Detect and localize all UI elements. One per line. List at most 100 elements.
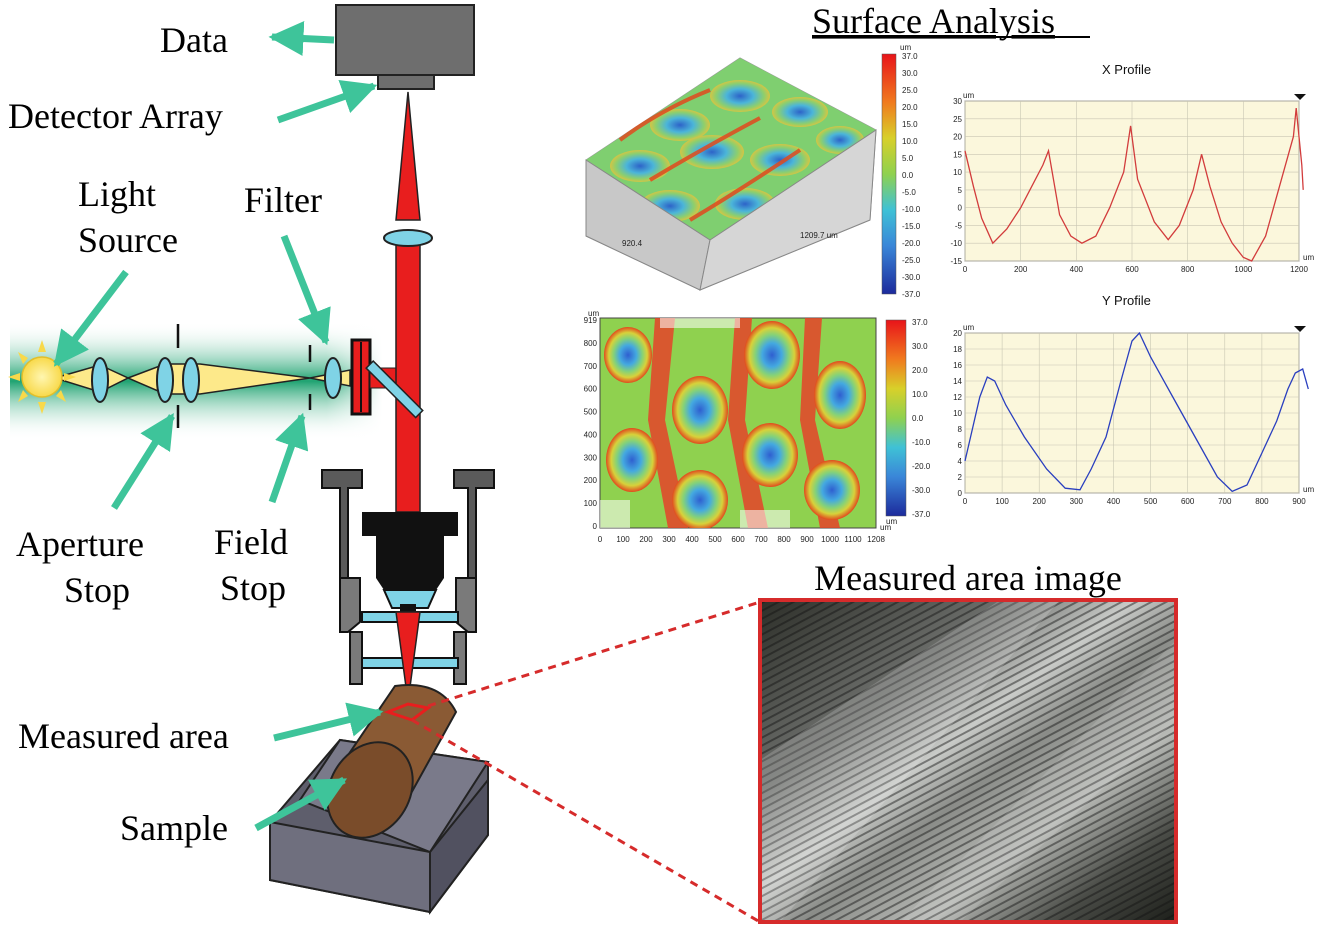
beam-splitter (365, 359, 424, 419)
arrow-filter (280, 234, 331, 346)
measured-area-image-title: Measured area image (814, 558, 1122, 598)
contour-y-unit: um (588, 309, 599, 318)
x-profile-y-tick: 15 (953, 150, 962, 159)
surface-3d-plot: 920.4 1209.7 um (585, 57, 877, 291)
label-measured-area: Measured area (18, 716, 229, 756)
contour-x-tick: 200 (639, 535, 653, 544)
zoom-line-bottom (411, 718, 761, 924)
contour-y-tick: 600 (584, 385, 598, 394)
y-profile-x-tick: 700 (1218, 497, 1232, 506)
label-arrows (53, 21, 384, 832)
contour-y-tick: 100 (584, 499, 598, 508)
y-profile-x-tick: 900 (1292, 497, 1306, 506)
x-profile-y-tick: 5 (958, 186, 963, 195)
y-profile-x-tick: 200 (1033, 497, 1047, 506)
x-profile-y-tick: -5 (955, 221, 963, 230)
x-profile-y-ticks: 30 25 20 15 10 5 0 -5 -10 -15 (950, 97, 962, 266)
x-profile-x-ticks: 0 200 400 600 800 1000 1200 (963, 265, 1309, 274)
tube-lens (383, 229, 433, 247)
label-data: Data (160, 20, 228, 60)
arrow-aperture (111, 413, 175, 510)
contour-y-tick: 500 (584, 408, 598, 417)
colorbar-3d-tick: -30.0 (902, 273, 921, 282)
y-profile-y-tick: 14 (953, 377, 962, 386)
red-beam-vertical (395, 239, 421, 513)
measured-area-marker (383, 702, 432, 722)
detector-array (377, 74, 435, 90)
arrow-field (268, 412, 309, 504)
y-profile-y-tick: 4 (958, 457, 963, 466)
y-profile-y-unit: um (963, 323, 974, 332)
colorbar-map-ticks: 37.0 30.0 20.0 10.0 0.0 -10.0 -20.0 -30.0 -37.0 (912, 318, 931, 519)
y-profile-y-tick: 20 (953, 329, 962, 338)
label-sample: Sample (120, 808, 228, 848)
contour-y-tick: 700 (584, 362, 598, 371)
label-filter: Filter (244, 180, 322, 220)
y-profile-marker-icon (1294, 326, 1306, 332)
contour-x-tick: 1000 (821, 535, 839, 544)
colorbar-3d-tick: -20.0 (902, 239, 921, 248)
x-profile-x-tick: 0 (963, 265, 968, 274)
colorbar-map-tick: 0.0 (912, 414, 924, 423)
arrow-detector (276, 80, 378, 124)
contour-y-tick: 400 (584, 430, 598, 439)
colorbar-3d-tick: 20.0 (902, 103, 918, 112)
x-profile-x-tick: 1000 (1234, 265, 1252, 274)
arrow-sample (254, 776, 348, 832)
camera-body (335, 4, 475, 76)
x-profile-x-tick: 800 (1181, 265, 1195, 274)
contour-x-tick: 400 (685, 535, 699, 544)
x-profile-y-tick: 0 (958, 204, 963, 213)
colorbar-3d-tick: 10.0 (902, 137, 918, 146)
x-profile-y-unit: um (963, 91, 974, 100)
x-profile-x-tick: 1200 (1290, 265, 1308, 274)
x-profile-y-tick: 20 (953, 133, 962, 142)
colorbar-3d-unit: um (900, 43, 911, 52)
contour-x-tick: 900 (800, 535, 814, 544)
measured-area-photo (758, 598, 1178, 924)
contour-y-tick: 919 (584, 316, 598, 325)
y-profile-x-ticks: 0 100 200 300 400 500 600 700 800 900 (963, 497, 1306, 506)
label-aperture-stop-1: Aperture (16, 524, 144, 564)
colorbar-3d-tick: 30.0 (902, 69, 918, 78)
y-profile-x-tick: 300 (1070, 497, 1084, 506)
contour-x-ticks: 0 100 200 300 400 500 600 700 800 900 1000 1100 1208 (598, 535, 886, 544)
x-profile-x-tick: 200 (1014, 265, 1028, 274)
colorbar-map-tick: -30.0 (912, 486, 931, 495)
arrow-data (268, 21, 335, 57)
illumination-lenses (91, 357, 342, 403)
x-profile-x-tick: 400 (1070, 265, 1084, 274)
y-profile-x-tick: 0 (963, 497, 968, 506)
y-profile-y-tick: 2 (958, 473, 963, 482)
y-profile-y-tick: 6 (958, 441, 963, 450)
red-beam-focus (395, 611, 421, 703)
colorbar-3d-tick: -5.0 (902, 188, 916, 197)
arrow-measured-area (273, 702, 384, 742)
colorbar-3d-ticks: 37.0 30.0 25.0 20.0 15.0 10.0 5.0 0.0 -5.0 -10.0 -… (902, 52, 921, 299)
surface-analysis-title: Surface Analysis (812, 1, 1055, 41)
contour-y-tick: 300 (584, 453, 598, 462)
colorbar-map-tick: -37.0 (912, 510, 931, 519)
label-detector-array: Detector Array (8, 96, 223, 136)
contour-y-tick: 800 (584, 339, 598, 348)
x-profile-marker-icon (1294, 94, 1306, 100)
zoom-line-top (427, 600, 761, 708)
colorbar-map-tick: 20.0 (912, 366, 928, 375)
y-profile-y-tick: 8 (958, 425, 963, 434)
y-profile-x-tick: 600 (1181, 497, 1195, 506)
y-profile-y-tick: 12 (953, 393, 962, 402)
colorbar-map-tick: -10.0 (912, 438, 931, 447)
y-profile-x-tick: 500 (1144, 497, 1158, 506)
x-profile-series (964, 108, 1304, 262)
colorbar-3d: um 37.0 30.0 25.0 20.0 15.0 10.0 5.0 0.0 -5.0 -10… (881, 43, 921, 299)
photo-frame (758, 598, 1178, 924)
x-profile-y-tick: 30 (953, 97, 962, 106)
x-profile-y-tick: 10 (953, 168, 962, 177)
y-profile-series (964, 331, 1309, 493)
y-profile-y-tick: 0 (958, 489, 963, 498)
contour-x-tick: 500 (708, 535, 722, 544)
